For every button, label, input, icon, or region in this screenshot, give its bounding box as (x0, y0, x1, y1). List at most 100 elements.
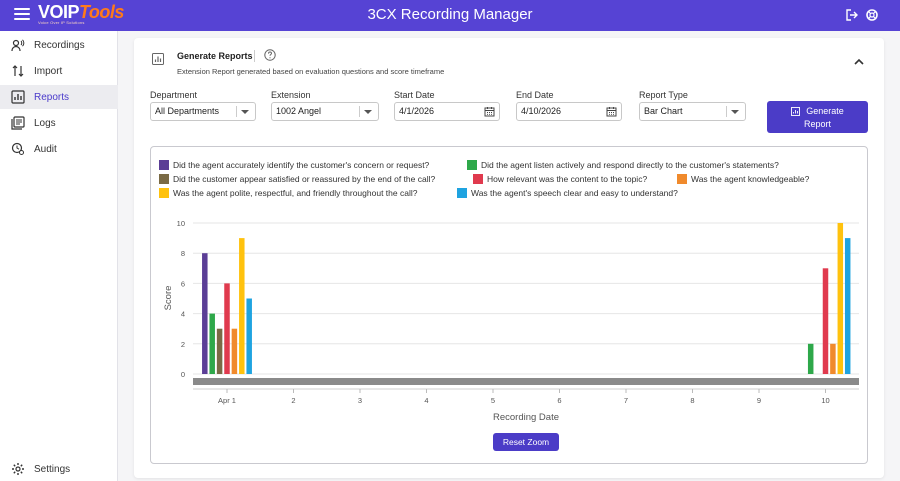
start-date-label: Start Date (394, 90, 435, 100)
legend-label: Did the agent listen actively and respon… (481, 159, 779, 170)
bar (844, 238, 851, 374)
calendar-icon[interactable] (606, 106, 617, 117)
legend-label: How relevant was the content to the topi… (487, 173, 648, 184)
range-scrollbar (193, 378, 859, 385)
x-tick-label: 5 (491, 396, 495, 405)
sidebar-item-label: Import (34, 65, 63, 77)
legend-label: Did the agent accurately identify the cu… (173, 159, 430, 170)
report-chart-icon (152, 53, 164, 65)
end-date-input[interactable]: 4/10/2026 (516, 102, 622, 121)
chevron-down-icon (731, 110, 739, 114)
recordings-icon (11, 39, 25, 52)
voiptools-logo: VOIPTools Voice Over IP Solutions (38, 2, 124, 25)
extension-label: Extension (271, 90, 311, 100)
sidebar-item-logs[interactable]: Logs (0, 111, 118, 135)
department-select[interactable]: All Departments (150, 102, 256, 121)
start-date-input[interactable]: 4/1/2026 (394, 102, 500, 121)
x-tick-label: 7 (624, 396, 628, 405)
x-tick-label: Apr 1 (218, 396, 236, 405)
x-tick-label: 2 (291, 396, 295, 405)
legend-swatch (473, 173, 483, 184)
panel-title: Generate Reports (177, 51, 253, 61)
reset-zoom-button[interactable]: Reset Zoom (493, 433, 559, 451)
x-tick-label: 9 (757, 396, 761, 405)
end-date-label: End Date (516, 90, 554, 100)
title-divider (254, 50, 255, 62)
x-axis-label: Recording Date (493, 412, 559, 423)
legend-item[interactable]: How relevant was the content to the topi… (473, 173, 647, 184)
chevron-up-icon[interactable] (854, 58, 864, 66)
sidebar-item-audit[interactable]: Audit (0, 137, 118, 161)
bar (209, 313, 215, 374)
y-tick-label: 10 (177, 219, 185, 228)
support-icon[interactable] (866, 9, 878, 21)
extension-select[interactable]: 1002 Angel (271, 102, 379, 121)
sidebar-item-reports[interactable]: Reports (0, 85, 118, 109)
legend-item[interactable]: Did the agent listen actively and respon… (467, 159, 779, 170)
legend-label: Was the agent's speech clear and easy to… (471, 187, 678, 198)
chevron-down-icon (241, 110, 249, 114)
x-tick-label: 3 (358, 396, 362, 405)
legend-item[interactable]: Did the customer appear satisfied or rea… (159, 173, 435, 184)
sidebar-item-import[interactable]: Import (0, 59, 118, 83)
sidebar-item-label: Settings (34, 463, 71, 475)
sidebar-item-recordings[interactable]: Recordings (0, 33, 118, 57)
legend-item[interactable]: Did the agent accurately identify the cu… (159, 159, 429, 170)
legend-swatch (457, 187, 467, 198)
legend-swatch (159, 173, 169, 184)
legend-swatch (159, 159, 169, 170)
app-title: 3CX Recording Manager (367, 6, 533, 23)
x-tick-label: 8 (690, 396, 694, 405)
legend-swatch (159, 187, 169, 198)
x-tick-label: 6 (557, 396, 561, 405)
logout-icon[interactable] (846, 9, 858, 21)
department-label: Department (150, 90, 198, 100)
chart-container: Did the agent accurately identify the cu… (150, 146, 868, 464)
y-axis-label: Score (163, 286, 174, 311)
generate-report-button[interactable]: Generate Report (767, 101, 868, 133)
hamburger-menu-icon[interactable] (14, 8, 30, 22)
sidebar-item-settings[interactable]: Settings (0, 457, 118, 481)
report-icon (791, 106, 801, 116)
bar (246, 298, 252, 374)
legend-item[interactable]: Was the agent polite, respectful, and fr… (159, 187, 417, 198)
app-header: VOIPTools Voice Over IP Solutions 3CX Re… (0, 0, 900, 31)
bar (239, 238, 245, 374)
legend-item[interactable]: Was the agent's speech clear and easy to… (457, 187, 678, 198)
generate-reports-panel: Generate Reports Extension Report genera… (134, 38, 884, 478)
gear-icon (12, 463, 24, 475)
chevron-down-icon (364, 110, 372, 114)
bar (822, 268, 829, 374)
legend-label: Did the customer appear satisfied or rea… (173, 173, 436, 184)
sidebar-item-label: Recordings (34, 39, 85, 51)
y-tick-label: 0 (181, 370, 185, 379)
bar (830, 343, 836, 374)
bar (231, 328, 238, 374)
legend-swatch (467, 159, 477, 170)
bar (807, 343, 814, 374)
bar (216, 328, 223, 374)
sidebar-item-label: Logs (34, 117, 56, 129)
bar (837, 223, 844, 374)
y-tick-label: 4 (181, 310, 185, 319)
panel-subtitle: Extension Report generated based on eval… (177, 67, 445, 76)
x-tick-label: 4 (424, 396, 428, 405)
reports-icon (11, 90, 25, 104)
legend-label: Was the agent knowledgeable? (691, 173, 810, 184)
bar (224, 283, 230, 374)
y-tick-label: 8 (181, 249, 185, 258)
calendar-icon[interactable] (484, 106, 495, 117)
bar-chart: 0 2 4 6 8 10 Score Apr 1 2 3 4 5 6 7 8 9 10 Recording Dat… (163, 219, 859, 423)
y-tick-label: 6 (181, 279, 185, 288)
help-icon[interactable] (264, 49, 276, 61)
report-type-select[interactable]: Bar Chart (639, 102, 746, 121)
audit-icon (11, 142, 24, 155)
sidebar-item-label: Audit (34, 143, 57, 155)
x-tick-label: 10 (821, 396, 829, 405)
import-icon (12, 65, 24, 77)
legend-swatch (677, 173, 687, 184)
y-tick-label: 2 (181, 340, 185, 349)
legend-item[interactable]: Was the agent knowledgeable? (677, 173, 809, 184)
sidebar: Recordings Import Reports Logs Audit Set… (0, 31, 118, 481)
bar (202, 253, 208, 374)
